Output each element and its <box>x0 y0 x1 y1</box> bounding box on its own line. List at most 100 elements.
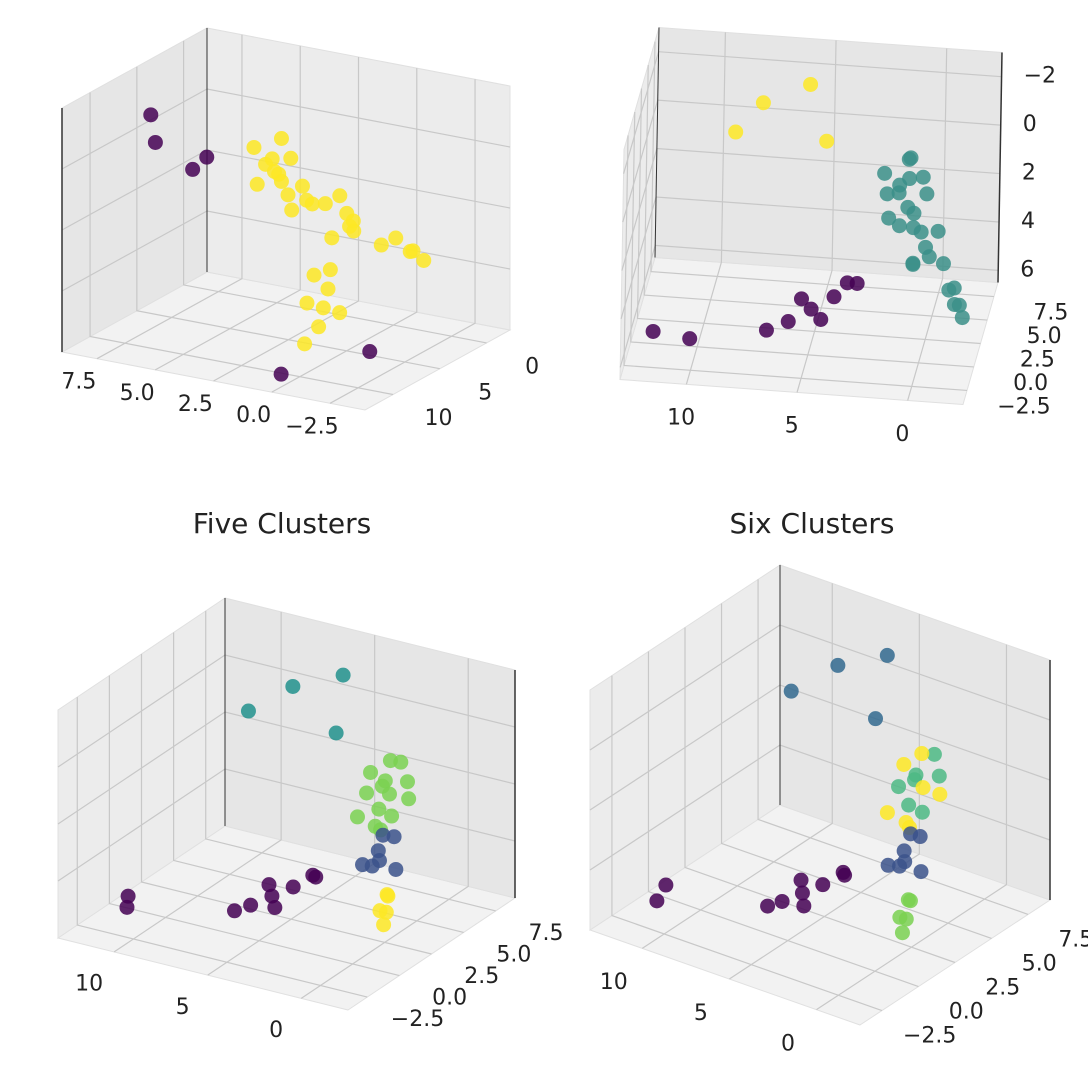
point <box>376 917 392 933</box>
point <box>324 230 340 246</box>
point <box>335 667 351 683</box>
grid-line <box>173 632 464 934</box>
y-tick-label: 2.5 <box>178 392 213 417</box>
point <box>728 124 744 140</box>
point <box>813 312 829 328</box>
grid-line <box>113 611 282 953</box>
point <box>835 864 851 880</box>
point <box>783 683 799 699</box>
point <box>755 95 771 111</box>
y-tick-label: 0.0 <box>236 403 271 428</box>
point <box>147 134 163 150</box>
x-tick-label: 0 <box>781 1031 795 1056</box>
point <box>879 647 895 663</box>
y-tick-label: −2.5 <box>997 395 1050 420</box>
point <box>906 205 922 221</box>
point <box>896 756 912 772</box>
y-tick-label: −2.5 <box>285 414 338 439</box>
point <box>913 224 929 240</box>
grid-line <box>757 579 1029 915</box>
point <box>273 131 289 147</box>
point <box>880 857 896 873</box>
y-tick-label: 0.0 <box>949 999 984 1024</box>
point <box>649 893 665 909</box>
y-tick-label: 7.5 <box>1033 301 1068 326</box>
point <box>903 150 919 166</box>
grid-line <box>329 79 476 404</box>
point <box>903 826 919 842</box>
grid-line <box>816 644 1008 1011</box>
grid-line <box>300 658 469 999</box>
point <box>363 764 379 780</box>
grid-line <box>636 88 981 345</box>
point <box>271 166 287 182</box>
point <box>258 156 274 172</box>
point <box>819 133 835 149</box>
point <box>793 291 809 307</box>
y-tick-label: 2.5 <box>464 964 499 989</box>
grid-line <box>140 654 432 955</box>
point <box>894 925 910 941</box>
z-tick-label: 4 <box>1021 209 1035 234</box>
point <box>246 139 262 155</box>
y-tick-label: 2.5 <box>1020 348 1055 373</box>
grid-line <box>108 675 400 977</box>
point <box>382 753 398 769</box>
x-tick-label: 5 <box>785 414 799 439</box>
point <box>891 779 907 795</box>
point <box>803 76 819 92</box>
grid-line <box>213 57 360 382</box>
point <box>760 898 776 914</box>
axis-line <box>997 52 1003 283</box>
point <box>226 903 242 919</box>
z-tick-label: 2 <box>1022 161 1036 186</box>
x-tick-label: 5 <box>478 380 492 405</box>
point <box>896 843 912 859</box>
x-tick-label: 10 <box>75 972 103 997</box>
point <box>941 282 957 298</box>
subplot: 0 5 10 −2.50.02.55.07.5 Six Clusters <box>588 507 1088 1056</box>
point <box>932 786 948 802</box>
point <box>905 256 921 272</box>
grid-line <box>183 40 487 344</box>
point <box>931 768 947 784</box>
point <box>902 893 918 909</box>
point <box>328 725 344 741</box>
grid-line <box>630 111 974 368</box>
y-tick-label: 7.5 <box>61 370 96 395</box>
point <box>249 176 265 192</box>
point <box>311 319 327 335</box>
point <box>830 657 846 673</box>
point <box>120 888 136 904</box>
point <box>317 196 333 212</box>
y-tick-label: 0.0 <box>1013 371 1048 396</box>
grid-line <box>684 627 956 964</box>
point <box>371 801 387 817</box>
point <box>185 161 201 177</box>
grid-line <box>647 651 919 988</box>
point <box>199 149 215 165</box>
subplot: 0 5 10 −2.5 0.0 2.5 5.0 7.5 <box>60 27 539 439</box>
point <box>280 187 296 203</box>
point <box>658 877 674 893</box>
point <box>285 879 301 895</box>
point <box>913 864 929 880</box>
x-tick-label: 0 <box>269 1018 283 1043</box>
point <box>405 243 421 259</box>
point <box>891 218 907 234</box>
subplot: 0 5 10 −2.50.02.55.07.5 −2 0 2 4 6 <box>619 26 1068 447</box>
z-tick-label: −2 <box>1024 64 1056 89</box>
y-tick-label: 5.0 <box>120 381 155 406</box>
point <box>359 785 375 801</box>
grid-line <box>89 92 394 396</box>
grid-line <box>271 68 418 393</box>
point <box>373 237 389 253</box>
point <box>322 262 338 278</box>
point <box>332 188 348 204</box>
point <box>877 165 893 181</box>
axis-line <box>654 27 660 258</box>
point <box>826 289 842 305</box>
point <box>930 223 946 239</box>
point <box>305 867 321 883</box>
point <box>264 888 280 904</box>
